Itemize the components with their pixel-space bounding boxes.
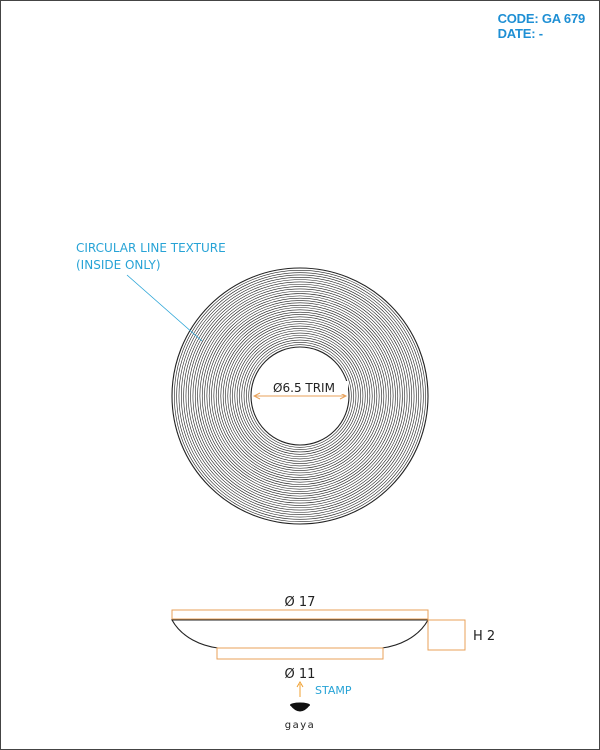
texture-ring bbox=[218, 314, 382, 478]
texture-ring bbox=[208, 304, 392, 488]
texture-ring bbox=[185, 281, 415, 511]
logo-text: gaya bbox=[285, 720, 316, 731]
texture-ring bbox=[190, 286, 410, 506]
base-diameter-label: Ø 11 bbox=[285, 667, 316, 682]
texture-ring bbox=[206, 302, 394, 490]
stamp-arrow-head bbox=[296, 681, 304, 688]
texture-ring bbox=[180, 276, 420, 516]
trim-inner-edge bbox=[250, 346, 350, 446]
stamp-callout: STAMP bbox=[296, 681, 352, 697]
texture-ring bbox=[192, 288, 408, 504]
title-block: CODE: GA 679 DATE: - bbox=[497, 11, 586, 41]
texture-ring bbox=[194, 290, 406, 502]
trim-label: Ø6.5 TRIM bbox=[273, 381, 335, 395]
texture-leader-line bbox=[126, 274, 203, 342]
texture-ring bbox=[215, 311, 385, 481]
gaya-logo: gaya bbox=[285, 702, 316, 731]
logo-bowl-icon bbox=[290, 705, 310, 712]
texture-ring bbox=[201, 297, 399, 495]
texture-ring bbox=[204, 300, 396, 492]
trim-arrow-left bbox=[252, 392, 261, 400]
top-diameter-label: Ø 17 bbox=[285, 595, 316, 610]
texture-ring bbox=[183, 279, 417, 513]
texture-ring bbox=[227, 323, 373, 469]
texture-label-line1: CIRCULAR LINE TEXTURE bbox=[76, 241, 226, 255]
texture-ring bbox=[213, 309, 387, 483]
texture-ring bbox=[222, 318, 378, 474]
texture-ring bbox=[187, 283, 413, 509]
trim-label-bg bbox=[262, 381, 348, 394]
trim-dimension: Ø6.5 TRIM bbox=[252, 381, 348, 400]
product-code: CODE: GA 679 bbox=[497, 11, 586, 26]
plate-side-view: Ø 17 H 2 Ø 11 bbox=[171, 595, 495, 682]
texture-ring bbox=[243, 339, 357, 453]
plate-profile bbox=[171, 619, 429, 649]
top-diameter-box bbox=[171, 609, 429, 620]
texture-ring bbox=[211, 307, 389, 485]
texture-ring bbox=[234, 330, 366, 462]
texture-ring bbox=[178, 274, 422, 518]
texture-ring bbox=[246, 342, 354, 450]
texture-ring bbox=[239, 335, 361, 457]
texture-ring bbox=[241, 337, 359, 455]
texture-ring bbox=[236, 332, 364, 460]
texture-callout: CIRCULAR LINE TEXTURE (INSIDE ONLY) bbox=[76, 241, 226, 342]
height-dimension-box bbox=[427, 619, 466, 651]
texture-ring bbox=[197, 293, 403, 499]
plate-outer-edge bbox=[171, 267, 429, 525]
texture-ring bbox=[174, 270, 426, 522]
texture-ring bbox=[199, 295, 401, 497]
texture-ring bbox=[229, 325, 371, 467]
texture-ring bbox=[176, 272, 424, 520]
height-label: H 2 bbox=[473, 629, 495, 644]
base-diameter-box bbox=[216, 647, 384, 660]
texture-ring bbox=[220, 316, 380, 476]
texture-ring bbox=[232, 328, 368, 464]
texture-label-line2: (INSIDE ONLY) bbox=[76, 258, 161, 272]
circular-line-texture bbox=[171, 267, 429, 525]
drawing-date: DATE: - bbox=[497, 26, 543, 41]
plate-top-view: Ø6.5 TRIM bbox=[171, 267, 429, 525]
stamp-label: STAMP bbox=[315, 684, 352, 697]
texture-ring bbox=[225, 321, 375, 471]
texture-ring bbox=[248, 344, 352, 448]
